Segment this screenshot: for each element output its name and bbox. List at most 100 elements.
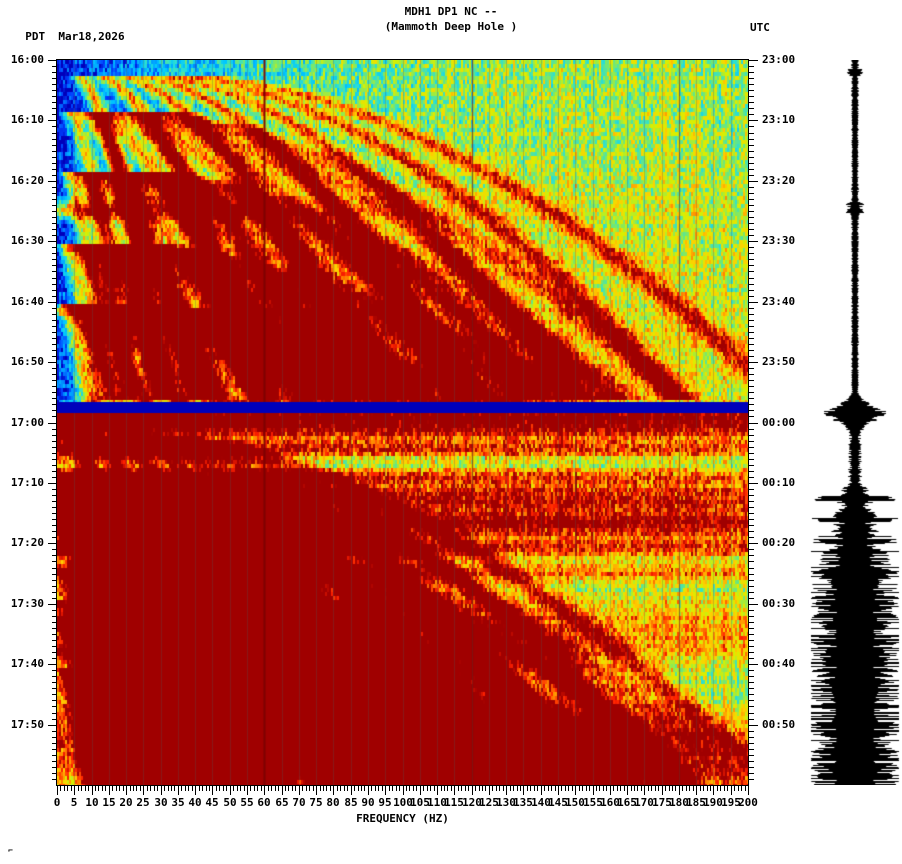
- spectrogram-canvas[interactable]: [57, 60, 748, 785]
- y-tick-minor-left: [52, 670, 57, 671]
- y-label-right: 00:10: [762, 476, 796, 489]
- x-tick-major: [575, 786, 576, 795]
- y-tick-minor-right: [749, 392, 754, 393]
- y-label-left: 16:40: [10, 295, 44, 308]
- y-tick-minor-right: [749, 108, 754, 109]
- x-tick-minor: [257, 786, 258, 791]
- y-tick-minor-left: [52, 568, 57, 569]
- y-tick-minor-left: [52, 495, 57, 496]
- x-tick-minor: [727, 786, 728, 791]
- x-tick-major: [437, 786, 438, 795]
- y-label-left: 17:10: [10, 476, 44, 489]
- y-tick-minor-right: [749, 628, 754, 629]
- y-tick-minor-left: [52, 265, 57, 266]
- y-tick-minor-right: [749, 320, 754, 321]
- x-tick-minor: [361, 786, 362, 791]
- y-tick-minor-right: [749, 616, 754, 617]
- y-tick-major-right: [749, 302, 758, 303]
- y-tick-minor-right: [749, 477, 754, 478]
- x-tick-minor: [451, 786, 452, 791]
- y-tick-minor-right: [749, 265, 754, 266]
- y-tick-minor-left: [52, 459, 57, 460]
- y-tick-minor-right: [749, 537, 754, 538]
- x-label: 130: [496, 796, 516, 809]
- x-tick-minor: [326, 786, 327, 791]
- y-label-left: 16:50: [10, 355, 44, 368]
- x-label: 20: [119, 796, 133, 809]
- y-tick-minor-right: [749, 410, 754, 411]
- y-tick-minor-left: [52, 429, 57, 430]
- x-label: 150: [565, 796, 585, 809]
- x-tick-minor: [102, 786, 103, 791]
- y-tick-minor-left: [52, 731, 57, 732]
- x-tick-minor: [288, 786, 289, 791]
- x-label: 45: [205, 796, 219, 809]
- x-tick-minor: [582, 786, 583, 791]
- x-tick-minor: [485, 786, 486, 791]
- x-tick-minor: [323, 786, 324, 791]
- y-tick-minor-right: [749, 253, 754, 254]
- x-tick-minor: [240, 786, 241, 791]
- y-tick-minor-right: [749, 235, 754, 236]
- x-tick-minor: [631, 786, 632, 791]
- y-tick-minor-left: [52, 199, 57, 200]
- y-tick-minor-right: [749, 700, 754, 701]
- y-tick-major-right: [749, 241, 758, 242]
- x-label: 120: [462, 796, 482, 809]
- y-tick-minor-right: [749, 646, 754, 647]
- y-label-left: 16:10: [10, 113, 44, 126]
- x-label: 185: [686, 796, 706, 809]
- x-tick-major: [143, 786, 144, 795]
- y-tick-minor-left: [52, 398, 57, 399]
- y-tick-minor-left: [52, 386, 57, 387]
- x-label: 5: [70, 796, 78, 809]
- y-tick-minor-right: [749, 713, 754, 714]
- x-tick-minor: [675, 786, 676, 791]
- x-label: 15: [102, 796, 116, 809]
- x-label: 35: [171, 796, 185, 809]
- x-label: 180: [669, 796, 689, 809]
- x-tick-minor: [309, 786, 310, 791]
- y-label-right: 23:00: [762, 53, 796, 66]
- x-tick-minor: [206, 786, 207, 791]
- y-tick-major-left: [48, 483, 57, 484]
- x-tick-major: [195, 786, 196, 795]
- x-tick-minor: [596, 786, 597, 791]
- x-tick-major: [696, 786, 697, 795]
- spectrogram-plot[interactable]: [57, 60, 748, 785]
- x-label: 160: [600, 796, 620, 809]
- y-tick-minor-left: [52, 326, 57, 327]
- x-label: 100: [393, 796, 413, 809]
- y-tick-minor-left: [52, 314, 57, 315]
- x-tick-minor: [458, 786, 459, 791]
- y-tick-minor-right: [749, 72, 754, 73]
- x-tick-minor: [188, 786, 189, 791]
- y-label-left: 17:30: [10, 597, 44, 610]
- x-tick-minor: [406, 786, 407, 791]
- y-tick-minor-left: [52, 308, 57, 309]
- x-tick-minor: [651, 786, 652, 791]
- y-tick-minor-left: [52, 628, 57, 629]
- y-tick-minor-left: [52, 350, 57, 351]
- y-tick-minor-right: [749, 749, 754, 750]
- y-label-left: 17:20: [10, 536, 44, 549]
- y-tick-major-left: [48, 120, 57, 121]
- seismogram-trace[interactable]: [808, 60, 902, 785]
- y-tick-minor-right: [749, 755, 754, 756]
- y-tick-minor-right: [749, 561, 754, 562]
- x-tick-minor: [492, 786, 493, 791]
- x-tick-minor: [358, 786, 359, 791]
- seismogram-canvas[interactable]: [808, 60, 902, 785]
- x-tick-minor: [665, 786, 666, 791]
- y-tick-minor-right: [749, 259, 754, 260]
- y-tick-minor-left: [52, 102, 57, 103]
- y-tick-minor-left: [52, 217, 57, 218]
- x-tick-minor: [447, 786, 448, 791]
- x-label: 195: [721, 796, 741, 809]
- x-label: 105: [410, 796, 430, 809]
- plot-frame-top: [57, 59, 749, 60]
- y-tick-minor-right: [749, 404, 754, 405]
- x-tick-major: [627, 786, 628, 795]
- x-tick-major: [662, 786, 663, 795]
